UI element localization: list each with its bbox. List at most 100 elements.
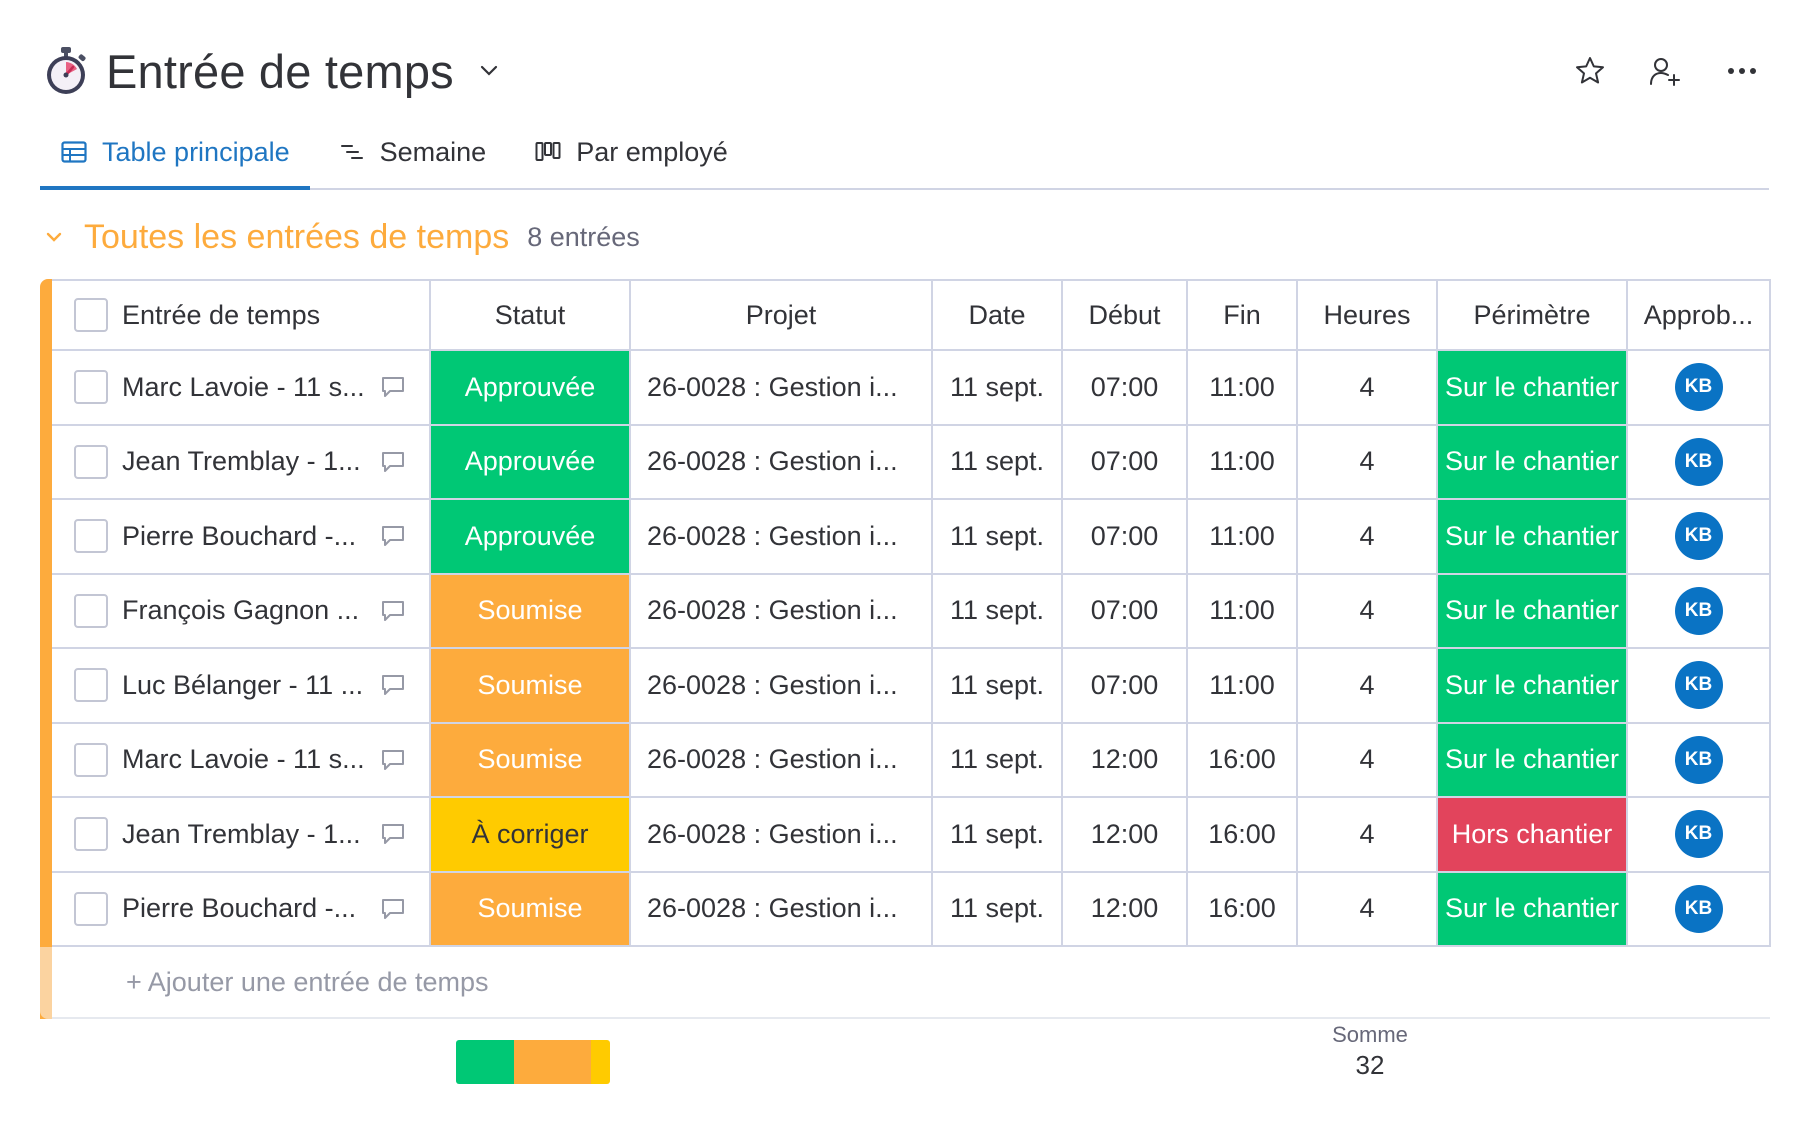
end-time-cell[interactable]: 16:00 — [1186, 796, 1298, 873]
table-row[interactable]: François Gagnon ... Soumise 26-0028 : Gest… — [52, 572, 1771, 649]
row-checkbox[interactable] — [74, 519, 108, 554]
column-header-debut[interactable]: Début — [1061, 279, 1188, 351]
table-row[interactable]: Marc Lavoie - 11 s... Approuvée 26-0028 : … — [52, 349, 1771, 426]
perimeter-cell[interactable]: Sur le chantier — [1436, 721, 1628, 798]
board-title[interactable]: Entrée de temps — [106, 44, 454, 98]
perimeter-cell[interactable]: Hors chantier — [1436, 796, 1628, 873]
table-row[interactable]: Marc Lavoie - 11 s... Soumise 26-0028 : Ge… — [52, 721, 1771, 798]
entry-name[interactable]: Pierre Bouchard -... — [122, 893, 357, 924]
entry-name[interactable]: François Gagnon ... — [122, 595, 360, 626]
entry-name-cell[interactable]: Jean Tremblay - 1... — [52, 796, 431, 873]
start-time-cell[interactable]: 07:00 — [1061, 349, 1188, 426]
hours-cell[interactable]: 4 — [1296, 870, 1438, 947]
star-icon[interactable] — [1572, 53, 1608, 89]
comment-icon[interactable] — [377, 818, 409, 850]
status-cell[interactable]: Soumise — [429, 870, 631, 947]
project-cell[interactable]: 26-0028 : Gestion i... — [629, 647, 933, 724]
perimeter-cell[interactable]: Sur le chantier — [1436, 572, 1628, 649]
project-cell[interactable]: 26-0028 : Gestion i... — [629, 498, 933, 575]
approver-cell[interactable]: KB — [1626, 870, 1771, 947]
project-cell[interactable]: 26-0028 : Gestion i... — [629, 796, 933, 873]
tab-semaine[interactable]: Semaine — [318, 122, 507, 188]
date-cell[interactable]: 11 sept. — [931, 572, 1063, 649]
project-cell[interactable]: 26-0028 : Gestion i... — [629, 349, 933, 426]
hours-cell[interactable]: 4 — [1296, 498, 1438, 575]
perimeter-cell[interactable]: Sur le chantier — [1436, 349, 1628, 426]
date-cell[interactable]: 11 sept. — [931, 796, 1063, 873]
start-time-cell[interactable]: 07:00 — [1061, 572, 1188, 649]
date-cell[interactable]: 11 sept. — [931, 349, 1063, 426]
status-cell[interactable]: Soumise — [429, 572, 631, 649]
project-cell[interactable]: 26-0028 : Gestion i... — [629, 423, 933, 500]
row-checkbox[interactable] — [74, 817, 108, 852]
perimeter-cell[interactable]: Sur le chantier — [1436, 498, 1628, 575]
status-cell[interactable]: Soumise — [429, 721, 631, 798]
avatar[interactable]: KB — [1674, 810, 1723, 859]
end-time-cell[interactable]: 11:00 — [1186, 498, 1298, 575]
end-time-cell[interactable]: 11:00 — [1186, 349, 1298, 426]
table-row[interactable]: Jean Tremblay - 1... Approuvée 26-0028 : G… — [52, 423, 1771, 500]
end-time-cell[interactable]: 16:00 — [1186, 721, 1298, 798]
status-cell[interactable]: Soumise — [429, 647, 631, 724]
table-row[interactable]: Jean Tremblay - 1... À corriger 26-0028 : … — [52, 796, 1771, 873]
entry-name-cell[interactable]: Marc Lavoie - 11 s... — [52, 721, 431, 798]
column-header-fin[interactable]: Fin — [1186, 279, 1298, 351]
row-checkbox[interactable] — [74, 370, 108, 405]
tab-table-principale[interactable]: Table principale — [40, 122, 310, 190]
more-options-icon[interactable] — [1724, 53, 1760, 89]
perimeter-cell[interactable]: Sur le chantier — [1436, 870, 1628, 947]
column-header-approbation[interactable]: Approb... — [1626, 279, 1771, 351]
project-cell[interactable]: 26-0028 : Gestion i... — [629, 870, 933, 947]
row-checkbox[interactable] — [74, 742, 108, 777]
group-title[interactable]: Toutes les entrées de temps — [84, 217, 510, 256]
end-time-cell[interactable]: 16:00 — [1186, 870, 1298, 947]
entry-name-cell[interactable]: Pierre Bouchard -... — [52, 870, 431, 947]
date-cell[interactable]: 11 sept. — [931, 721, 1063, 798]
comment-icon[interactable] — [377, 520, 409, 552]
approver-cell[interactable]: KB — [1626, 721, 1771, 798]
approver-cell[interactable]: KB — [1626, 498, 1771, 575]
entry-name[interactable]: Jean Tremblay - 1... — [122, 818, 361, 849]
status-cell[interactable]: Approuvée — [429, 349, 631, 426]
column-header-perimetre[interactable]: Périmètre — [1436, 279, 1628, 351]
select-all-checkbox[interactable] — [74, 298, 108, 332]
table-row[interactable]: Pierre Bouchard -... Approuvée 26-0028 : G… — [52, 498, 1771, 575]
entry-name-cell[interactable]: Pierre Bouchard -... — [52, 498, 431, 575]
column-header-projet[interactable]: Projet — [629, 279, 933, 351]
entry-name-cell[interactable]: François Gagnon ... — [52, 572, 431, 649]
date-cell[interactable]: 11 sept. — [931, 647, 1063, 724]
approver-cell[interactable]: KB — [1626, 423, 1771, 500]
column-header-entree[interactable]: Entrée de temps — [52, 279, 431, 351]
hours-cell[interactable]: 4 — [1296, 647, 1438, 724]
avatar[interactable]: KB — [1674, 363, 1723, 412]
approver-cell[interactable]: KB — [1626, 572, 1771, 649]
avatar[interactable]: KB — [1674, 661, 1723, 710]
entry-name[interactable]: Marc Lavoie - 11 s... — [122, 744, 365, 775]
entry-name-cell[interactable]: Marc Lavoie - 11 s... — [52, 349, 431, 426]
entry-name-cell[interactable]: Luc Bélanger - 11 ... — [52, 647, 431, 724]
hours-cell[interactable]: 4 — [1296, 572, 1438, 649]
tab-par-employe[interactable]: Par employé — [514, 122, 748, 188]
row-checkbox[interactable] — [74, 891, 108, 926]
status-summary-bar[interactable] — [456, 1040, 610, 1084]
entry-name[interactable]: Marc Lavoie - 11 s... — [122, 371, 365, 402]
row-checkbox[interactable] — [74, 593, 108, 628]
add-entry-row[interactable]: + Ajouter une entrée de temps — [52, 947, 1770, 1019]
end-time-cell[interactable]: 11:00 — [1186, 423, 1298, 500]
end-time-cell[interactable]: 11:00 — [1186, 647, 1298, 724]
perimeter-cell[interactable]: Sur le chantier — [1436, 423, 1628, 500]
chevron-down-icon[interactable] — [476, 58, 502, 84]
comment-icon[interactable] — [377, 893, 409, 925]
start-time-cell[interactable]: 07:00 — [1061, 423, 1188, 500]
end-time-cell[interactable]: 11:00 — [1186, 572, 1298, 649]
start-time-cell[interactable]: 07:00 — [1061, 498, 1188, 575]
comment-icon[interactable] — [377, 371, 409, 403]
date-cell[interactable]: 11 sept. — [931, 870, 1063, 947]
approver-cell[interactable]: KB — [1626, 349, 1771, 426]
start-time-cell[interactable]: 07:00 — [1061, 647, 1188, 724]
project-cell[interactable]: 26-0028 : Gestion i... — [629, 721, 933, 798]
comment-icon[interactable] — [377, 744, 409, 776]
column-header-heures[interactable]: Heures — [1296, 279, 1438, 351]
avatar[interactable]: KB — [1674, 437, 1723, 486]
status-cell[interactable]: Approuvée — [429, 423, 631, 500]
